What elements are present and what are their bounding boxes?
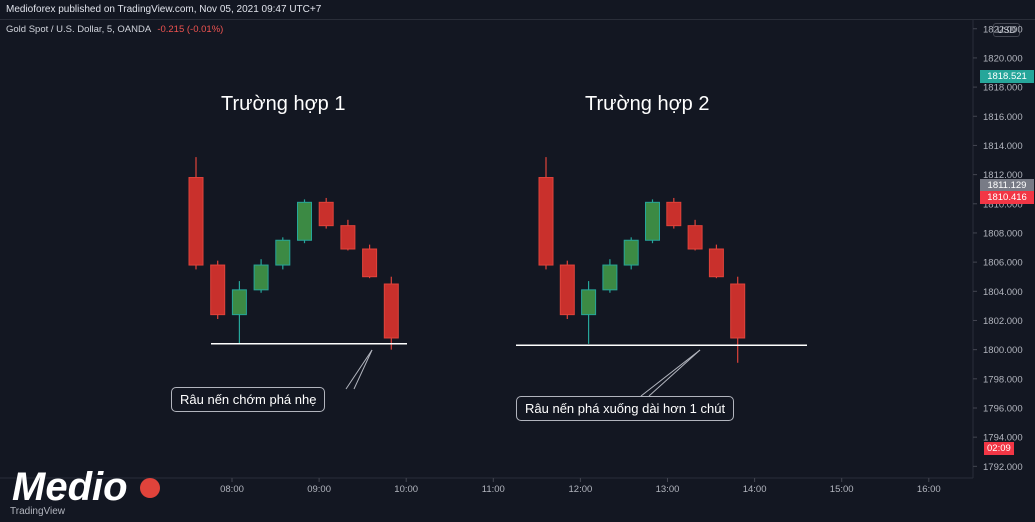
price-axis: 1822.000 1820.000 1818.000 1816.000 1814.000… <box>973 24 1023 473</box>
time-tick-label: 11:00 <box>482 484 505 495</box>
candle-body <box>362 248 378 278</box>
symbol-legend[interactable]: Gold Spot / U.S. Dollar, 5, OANDA -0.215… <box>6 24 223 35</box>
candle-body <box>581 289 597 316</box>
chart-grid <box>0 20 974 479</box>
currency-badge[interactable]: USD <box>993 23 1021 37</box>
case2-callout: Râu nến phá xuống dài hơn 1 chút <box>516 396 735 421</box>
time-tick-label: 12:00 <box>569 484 593 495</box>
callout-pointers <box>345 349 701 397</box>
time-tick-label: 13:00 <box>656 484 680 495</box>
time-tick-label: 14:00 <box>743 484 767 495</box>
case1-title: Trường hợp 1 <box>221 93 346 115</box>
price-tick-label: 1796.000 <box>983 403 1023 414</box>
red-price-tag: 1810.416 <box>980 191 1034 204</box>
price-tick-label: 1800.000 <box>983 345 1023 356</box>
price-tick-label: 1822.000 <box>983 24 1023 35</box>
logo-text: Medio <box>12 465 128 508</box>
time-tick-label: 10:00 <box>394 484 418 495</box>
candle-body <box>666 201 682 227</box>
case2-title: Trường hợp 2 <box>585 93 710 115</box>
time-tick-label: 09:00 <box>307 484 331 495</box>
candle-body <box>645 201 660 241</box>
tradingview-credit: TradingView <box>10 506 66 517</box>
candle-body <box>730 283 746 339</box>
gray-price-tag: 1811.129 <box>980 179 1034 192</box>
price-tick-label: 1816.000 <box>983 112 1023 123</box>
candle-body <box>602 264 618 291</box>
current-price-tag: 1818.521 <box>980 70 1034 83</box>
price-tick-label: 1814.000 <box>983 141 1023 152</box>
candle-body <box>538 177 554 266</box>
price-change: -0.215 (-0.01%) <box>157 24 224 35</box>
price-tick-label: 1798.000 <box>983 374 1023 385</box>
candle-body <box>275 239 291 266</box>
price-tick-label: 1802.000 <box>983 316 1023 327</box>
price-tick-label: 1808.000 <box>983 228 1023 239</box>
price-tick-label: 1810.000 <box>983 199 1023 210</box>
price-tick-label: 1794.000 <box>983 433 1023 444</box>
publish-info: Medioforex published on TradingView.com,… <box>6 4 322 15</box>
candle-body <box>687 225 703 250</box>
candle-body <box>559 264 575 316</box>
callout-pointer-line <box>345 349 373 390</box>
time-tick-label: 16:00 <box>917 484 941 495</box>
candles-layer <box>188 157 746 363</box>
callout-pointer-line <box>648 349 701 397</box>
symbol-name: Gold Spot / U.S. Dollar, 5, OANDA <box>6 24 151 35</box>
candle-body <box>318 201 334 227</box>
candle-body <box>210 264 226 316</box>
candle-body <box>253 264 269 291</box>
candle-body <box>297 201 312 241</box>
price-tick-label: 1806.000 <box>983 258 1023 269</box>
countdown-tag: 02:09 <box>984 442 1014 455</box>
time-tick-label: 08:00 <box>220 484 244 495</box>
candle-body <box>623 239 639 266</box>
header-divider <box>0 19 1035 20</box>
time-tick-label: 15:00 <box>830 484 854 495</box>
candle-body <box>708 248 724 278</box>
candle-body <box>340 225 356 250</box>
price-tick-label: 1792.000 <box>983 462 1023 473</box>
candle-body <box>383 283 399 339</box>
logo-mark-icon <box>140 478 160 498</box>
case1-callout: Râu nến chớm phá nhẹ <box>171 387 326 412</box>
price-tick-label: 1812.000 <box>983 170 1023 181</box>
time-axis: 08:00 09:00 10:00 11:00 12:00 13:00 14:00 15:00… <box>220 478 941 495</box>
price-tick-label: 1818.000 <box>983 83 1023 94</box>
candle-body <box>231 289 247 316</box>
candle-body <box>188 177 204 266</box>
callout-pointer-line <box>640 349 701 397</box>
callout-pointer-line <box>353 349 373 390</box>
support-levels <box>211 343 807 347</box>
medio-logo: Medio <box>12 465 160 508</box>
price-tick-label: 1804.000 <box>983 287 1023 298</box>
price-tick-label: 1820.000 <box>983 53 1023 64</box>
